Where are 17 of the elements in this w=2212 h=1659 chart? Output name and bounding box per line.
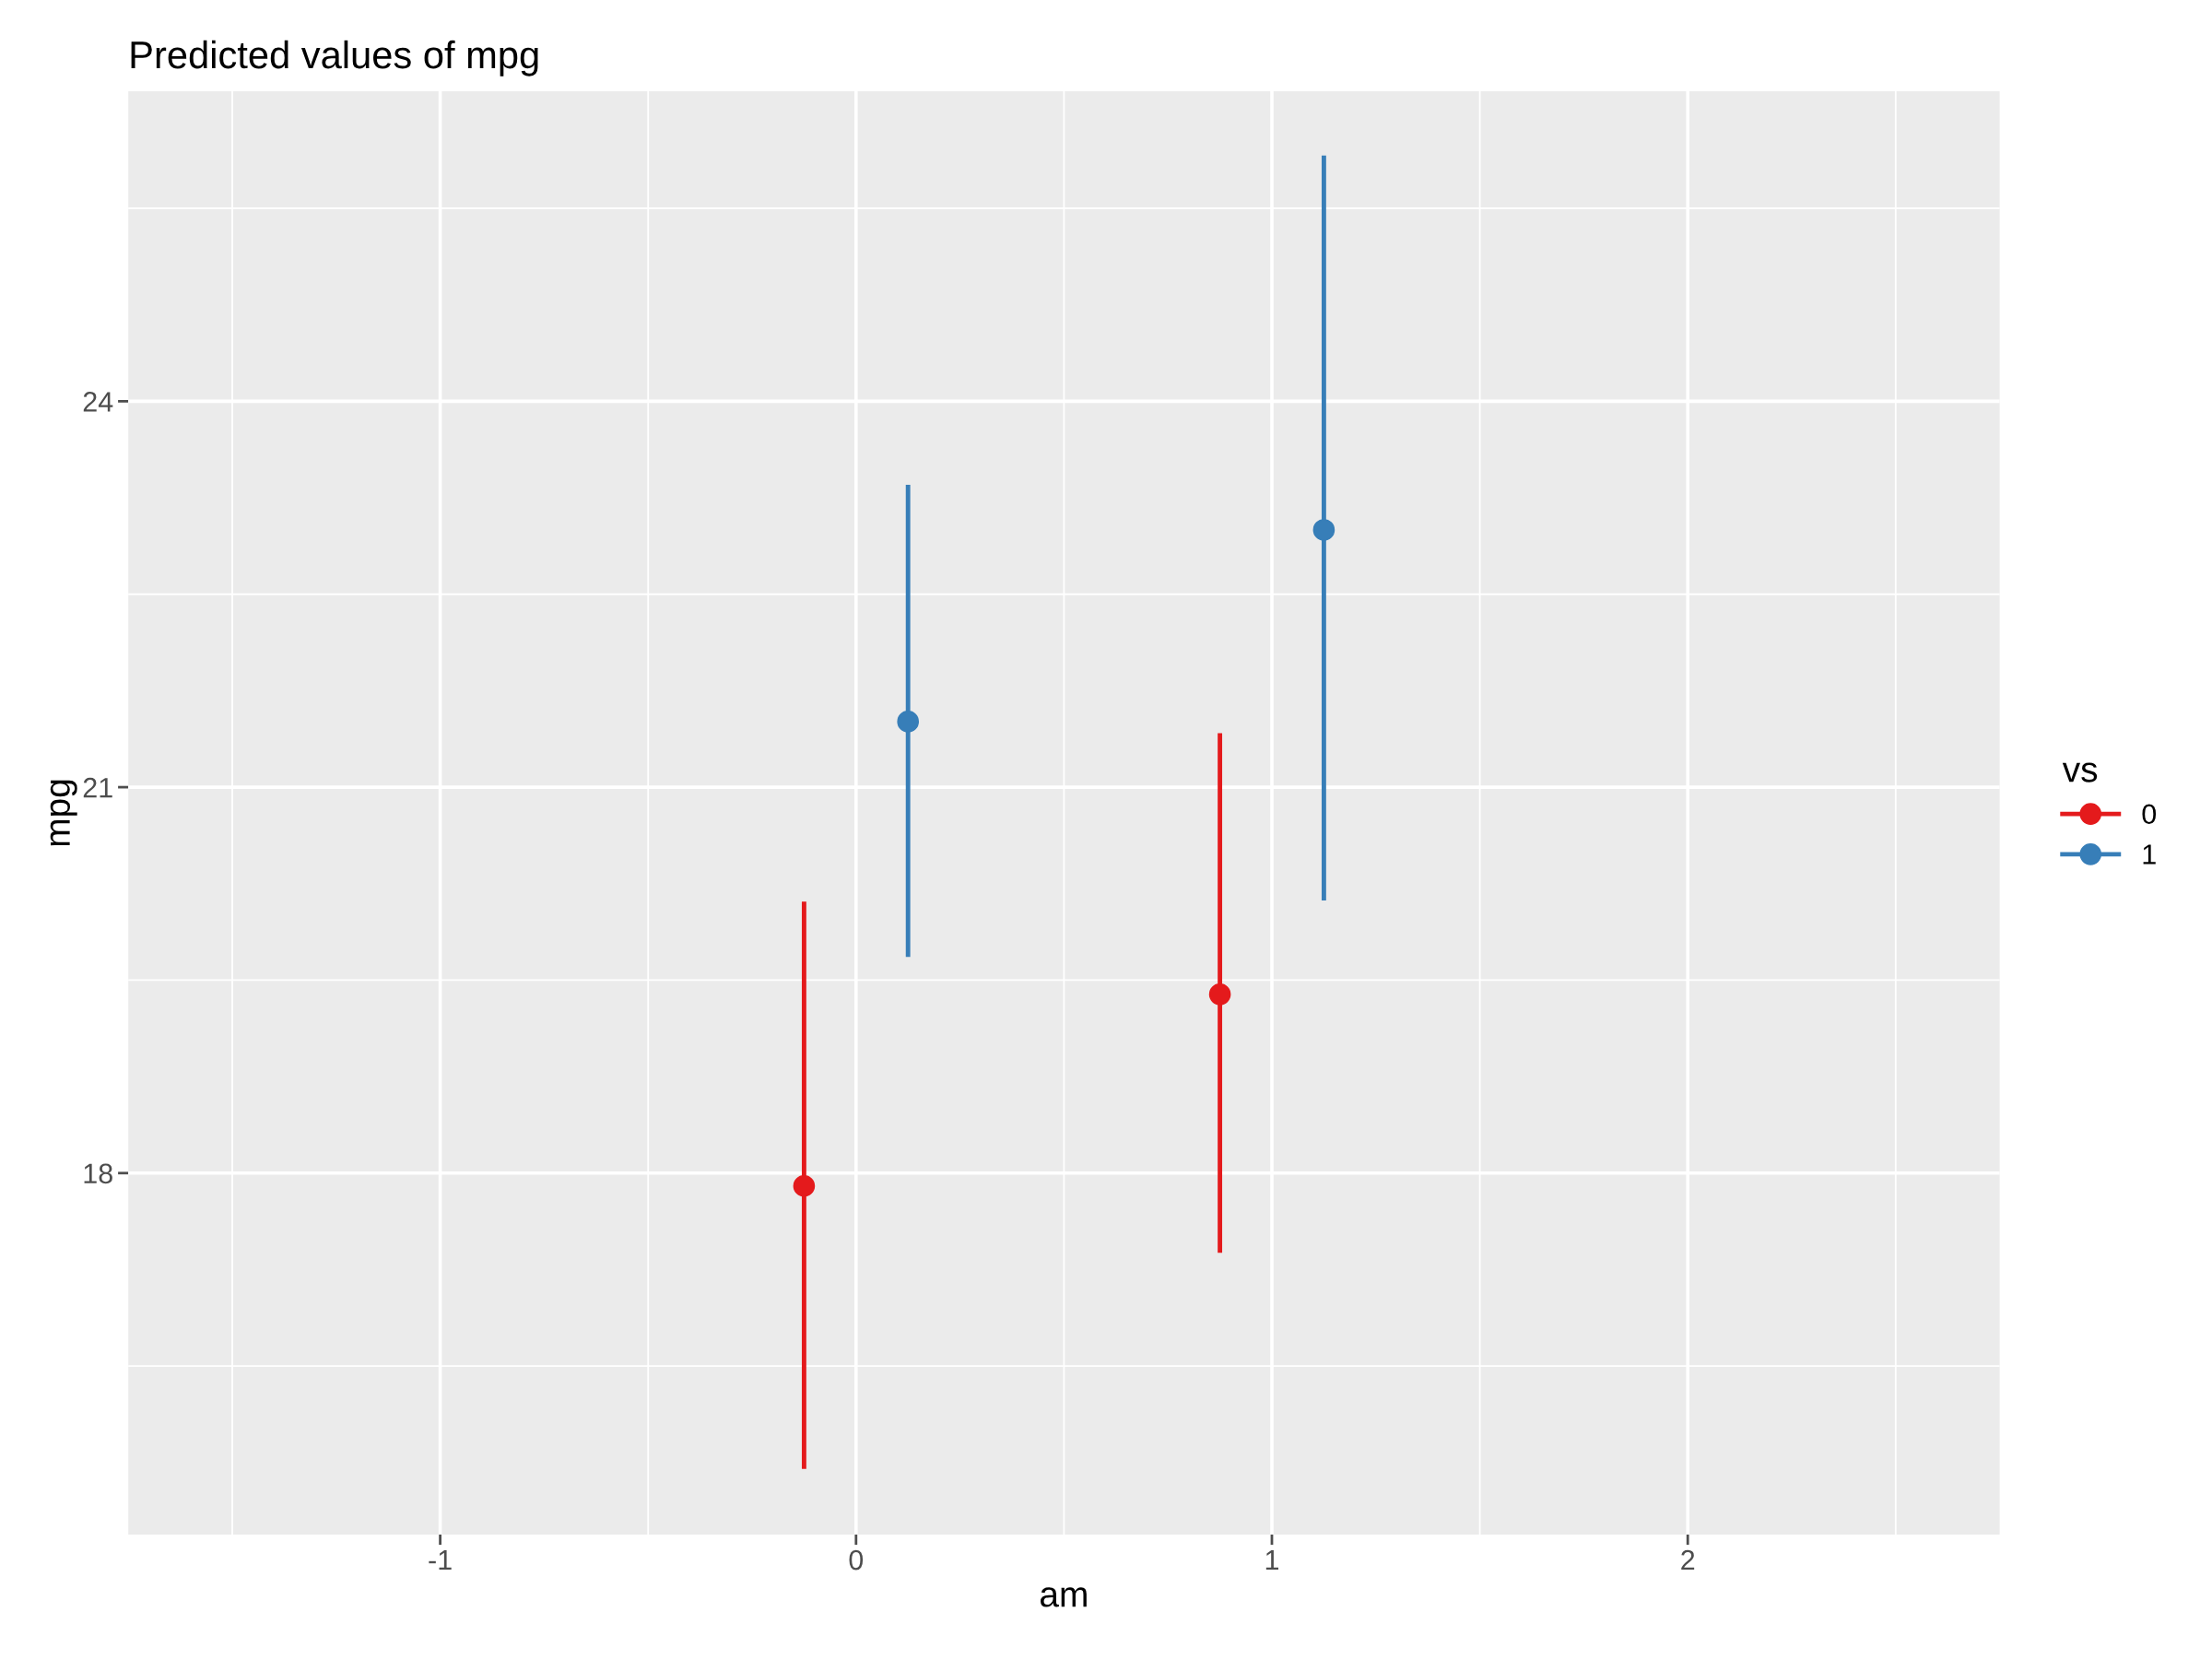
x-axis-title: am [1041, 1587, 1087, 1607]
x-tick-label: -1 [429, 1550, 452, 1571]
x-tick-label: 1 [1265, 1550, 1279, 1571]
x-tick-label: 0 [849, 1549, 864, 1571]
legend-title: vs [2062, 762, 2098, 782]
y-axis-title: mpg [50, 780, 77, 846]
x-tick-label: 2 [1681, 1549, 1695, 1571]
chart-title: Predicted values of mpg [131, 40, 538, 76]
legend-label: 0 [2142, 804, 2157, 825]
point [897, 711, 920, 733]
y-tick-label: 21 [83, 777, 112, 798]
y-tick-label: 18 [84, 1163, 112, 1184]
point [1312, 519, 1335, 541]
legend-label: 1 [2143, 844, 2156, 865]
point [1208, 982, 1231, 1006]
point [793, 1174, 816, 1197]
y-tick-label: 24 [83, 392, 113, 412]
